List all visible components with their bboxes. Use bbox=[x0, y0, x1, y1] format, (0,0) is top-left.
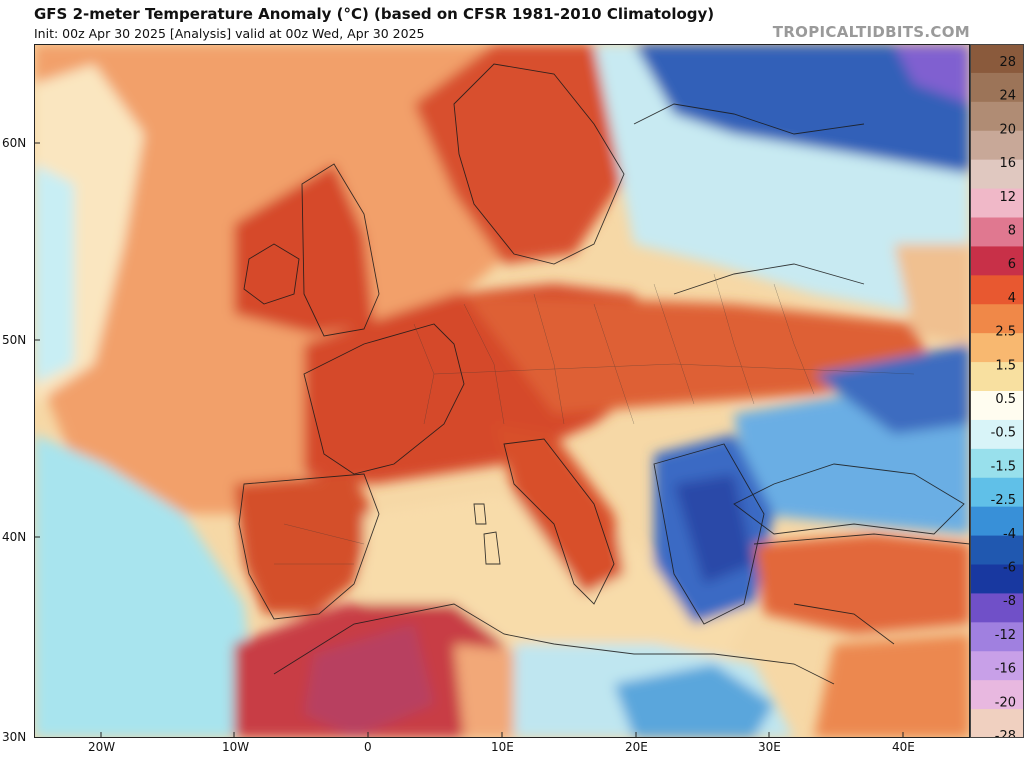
legend-swatch bbox=[970, 159, 1024, 190]
legend-label: 4 bbox=[1008, 291, 1016, 306]
lon-label-20e: 20E bbox=[625, 740, 648, 754]
legend-swatch bbox=[970, 44, 1024, 74]
legend-swatch bbox=[970, 448, 1024, 479]
legend-label: 20 bbox=[999, 122, 1016, 137]
legend-swatch bbox=[970, 275, 1024, 305]
legend-label: -12 bbox=[995, 628, 1016, 643]
legend-swatch bbox=[970, 564, 1024, 594]
legend-label: 16 bbox=[999, 156, 1016, 171]
legend-label: -4 bbox=[1003, 527, 1016, 542]
legend-swatch bbox=[970, 419, 1024, 450]
map-subtitle: Init: 00z Apr 30 2025 [Analysis] valid a… bbox=[34, 26, 425, 41]
legend-label: 8 bbox=[1008, 224, 1016, 239]
map-title: GFS 2-meter Temperature Anomaly (°C) (ba… bbox=[34, 5, 715, 23]
legend-label: -0.5 bbox=[991, 426, 1016, 441]
lon-label-30e: 30E bbox=[758, 740, 781, 754]
legend-label: 0.5 bbox=[995, 392, 1016, 407]
legend-swatch bbox=[970, 477, 1024, 508]
lat-label-30n: 30N bbox=[2, 730, 27, 744]
legend-label: -28 bbox=[995, 729, 1016, 738]
legend-label: -16 bbox=[995, 662, 1016, 677]
legend-label: 12 bbox=[999, 190, 1016, 205]
legend-label: -8 bbox=[1003, 594, 1016, 609]
lon-label-20w: 20W bbox=[88, 740, 116, 754]
scandinavia-warm-region bbox=[414, 44, 634, 264]
legend-label: -6 bbox=[1003, 561, 1016, 576]
legend-swatch bbox=[970, 709, 1024, 738]
atlantic-cool-region bbox=[34, 434, 254, 738]
legend-swatch bbox=[970, 130, 1024, 161]
lon-label-0: 0 bbox=[364, 740, 372, 754]
legend-swatch bbox=[970, 535, 1024, 565]
lat-label-40n: 40N bbox=[2, 530, 27, 544]
brand-watermark: TROPICALTIDBITS.COM bbox=[772, 23, 970, 41]
color-legend: 28 24 20 16 12 8 6 4 2.5 1.5 0.5 -0.5 -1.5 -2.5 -4 -6 -8… bbox=[970, 44, 1024, 738]
legend-swatch bbox=[970, 651, 1024, 681]
lon-label-10w: 10W bbox=[222, 740, 250, 754]
coastlines bbox=[238, 63, 970, 685]
uk-warm-region bbox=[234, 164, 374, 334]
legend-swatch bbox=[970, 593, 1024, 623]
legend-label: -2.5 bbox=[991, 493, 1016, 508]
legend-swatch bbox=[970, 72, 1024, 103]
legend-label: 6 bbox=[1008, 257, 1016, 272]
legend-label: 28 bbox=[999, 55, 1016, 70]
legend-label: -20 bbox=[995, 695, 1016, 710]
legend-label: -1.5 bbox=[991, 459, 1016, 474]
lat-label-60n: 60N bbox=[2, 136, 27, 150]
turkey-warm-region bbox=[754, 534, 970, 634]
lon-label-10e: 10E bbox=[491, 740, 514, 754]
legend-swatch bbox=[970, 680, 1024, 710]
legend-swatch bbox=[970, 246, 1024, 276]
lon-label-40e: 40E bbox=[892, 740, 915, 754]
country-borders bbox=[274, 273, 915, 565]
legend-swatch bbox=[970, 362, 1024, 392]
legend-label: 24 bbox=[999, 89, 1016, 104]
legend-swatch bbox=[970, 333, 1024, 363]
legend-swatch bbox=[970, 188, 1024, 218]
lat-label-50n: 50N bbox=[2, 333, 27, 347]
russia-cold-region bbox=[634, 44, 970, 174]
legend-swatch bbox=[970, 101, 1024, 132]
legend-swatch bbox=[970, 506, 1024, 537]
legend-label: 1.5 bbox=[995, 358, 1016, 373]
legend-swatch bbox=[970, 217, 1024, 247]
legend-swatch bbox=[970, 304, 1024, 334]
legend-swatch bbox=[970, 622, 1024, 652]
anomaly-map bbox=[34, 44, 970, 738]
legend-label: 2.5 bbox=[995, 325, 1016, 340]
legend-swatch bbox=[970, 391, 1024, 421]
